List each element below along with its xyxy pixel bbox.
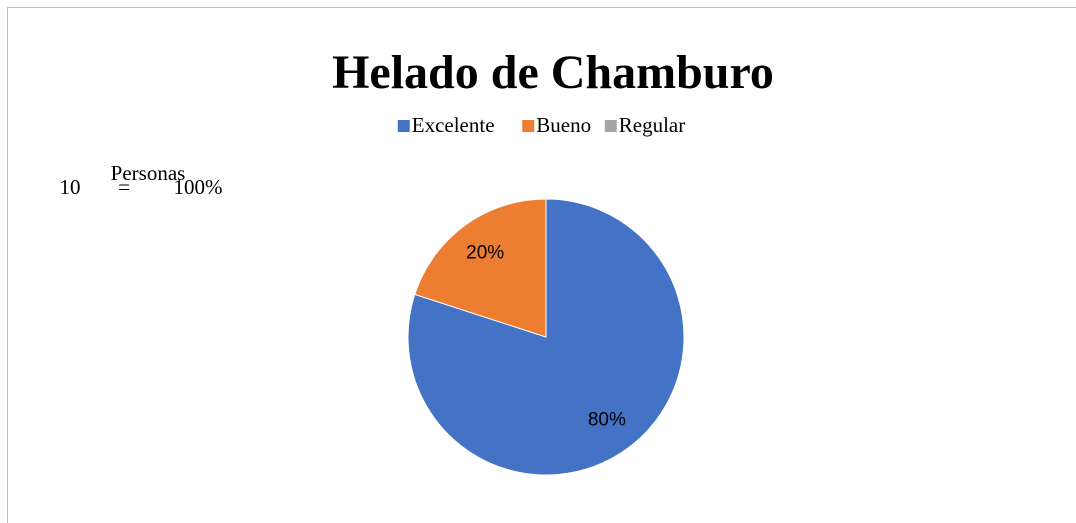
pie-slice: [414, 198, 547, 338]
data-label: 20%: [466, 242, 504, 263]
legend-swatch: [604, 120, 617, 132]
annotation: 10: [60, 175, 81, 199]
legend-label: Regular: [619, 113, 685, 137]
annotation: =: [118, 175, 130, 199]
legend-label: Bueno: [536, 113, 591, 137]
annotation: 100%: [174, 175, 223, 199]
data-label: 80%: [588, 410, 626, 431]
legend-swatch: [397, 120, 410, 132]
legend-label: Excelente: [412, 113, 495, 137]
chart-title: Helado de Chamburo: [332, 46, 774, 99]
legend-swatch: [522, 120, 535, 132]
annotation: Personas: [111, 161, 186, 185]
